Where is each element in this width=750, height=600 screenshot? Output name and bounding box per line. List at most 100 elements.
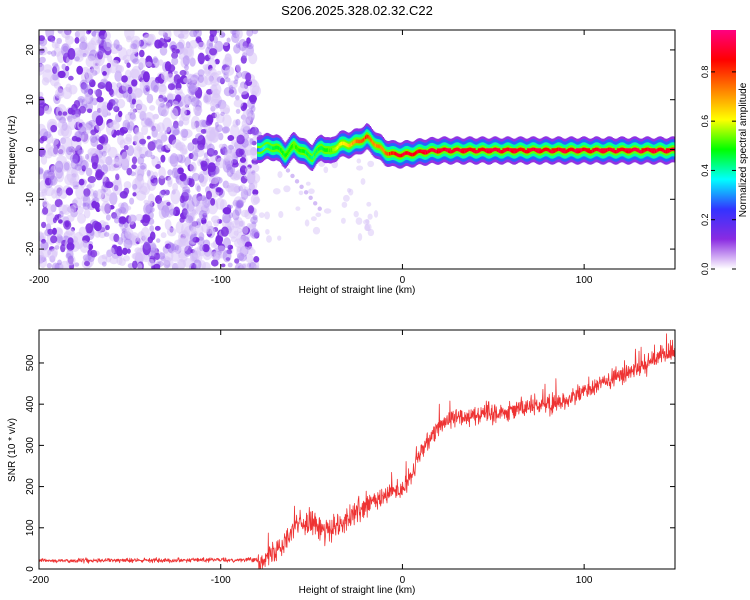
spectrogram-trace-peak (445, 148, 452, 151)
spectrogram-noise-cell (56, 228, 64, 237)
spectrogram-noise-cell (193, 30, 202, 38)
spectrogram-trace-cell (550, 149, 552, 154)
spectrogram-trace-cell (574, 149, 576, 153)
spectrogram-noise-cell (43, 131, 52, 139)
spectrogram-noise-cell (340, 217, 346, 224)
spectrogram-noise-cell (227, 80, 238, 89)
spectrogram-noise-cell (239, 165, 248, 176)
spectrogram-trace-cell (655, 149, 657, 153)
spectrogram-trace-cell (407, 151, 410, 155)
spectrogram-noise-cell (165, 243, 171, 249)
spectrogram-trace-cell (302, 149, 305, 153)
spectrogram-noise-cell (118, 206, 127, 214)
spectrogram-noise-cell (367, 160, 375, 168)
spectrogram-trace-cell (641, 149, 644, 154)
spectrogram-noise-cell (198, 209, 208, 221)
spectrogram-trace-peak (559, 148, 566, 151)
spectrogram-trace-cell (409, 152, 412, 156)
spectrogram-noise-cell (96, 144, 104, 151)
spectrogram-noise-cell (95, 88, 103, 98)
spectrogram-noise-cell (181, 48, 189, 56)
spectrogram-noise-cell (189, 161, 197, 173)
spectrogram-trace-cell (423, 151, 426, 155)
spectrogram-trace-cell (379, 145, 381, 149)
spectrogram-noise-cell (61, 30, 71, 39)
spectrogram-trace-cell (465, 149, 467, 153)
spectrogram-noise-cell (62, 111, 68, 116)
spectrogram-noise-cell (173, 120, 179, 129)
spectrogram-noise-cell (250, 127, 256, 134)
spectrogram-trace-cell (288, 148, 291, 152)
spectrogram-noise-cell (189, 30, 198, 38)
spectrogram-noise-cell (105, 188, 112, 197)
spectrogram-noise-cell (83, 208, 91, 219)
spectrogram-noise-cell (101, 150, 107, 157)
spectrogram-noise-cell (290, 173, 295, 179)
spectrogram-noise-cell (207, 197, 219, 215)
spectrogram-noise-cell (131, 98, 137, 105)
spectrogram-trace-cell (487, 149, 489, 154)
spectrogram-noise-cell (116, 248, 123, 257)
spectrogram-noise-cell (91, 30, 97, 37)
spectrogram-noise-cell (103, 38, 113, 52)
spectrogram-noise-cell (113, 233, 120, 243)
spectrogram-noise-cell (109, 256, 119, 265)
spectrogram-trace-cell (502, 149, 504, 154)
spectrogram-noise-cell (203, 74, 214, 86)
spectrogram-noise-cell (123, 238, 133, 249)
spectrogram-trace-cell (398, 153, 401, 158)
spectrogram-noise-cell (117, 237, 124, 245)
spectrogram-noise-cell (126, 248, 131, 254)
spectrogram-trace-cell (663, 149, 666, 153)
spectrogram-noise-cell (76, 65, 84, 75)
spectrogram-noise-cell (150, 154, 156, 160)
spectrogram-noise-cell (229, 166, 236, 175)
spectrogram-noise-cell (192, 97, 200, 105)
spectrogram-trace-cell (334, 147, 337, 151)
spectrogram-noise-cell (87, 176, 97, 183)
spectrogram-trace-cell (305, 150, 307, 154)
spectrogram-trace-cell (272, 146, 274, 150)
spectrogram-noise-cell (125, 133, 133, 142)
spectrogram-trace-cell (290, 145, 293, 149)
spectrogram-trace-cell (373, 142, 376, 147)
spectrogram-trace-cell (287, 149, 290, 154)
spectrogram-noise-cell (39, 91, 44, 98)
spectrogram-noise-cell (178, 54, 185, 60)
spectrogram-noise-cell (154, 39, 162, 49)
spectrogram-noise-cell (155, 195, 162, 204)
spectrogram-noise-cell (126, 93, 132, 103)
spectrogram-noise-cell (123, 221, 129, 229)
spectrogram-trace-cell (342, 141, 344, 145)
spectrogram-trace-cell (331, 148, 333, 152)
spectrogram-trace-cell (442, 147, 444, 152)
snr-x-tick-label: -100 (211, 575, 231, 586)
spectrogram-noise-cell (126, 205, 132, 211)
spectrogram-noise-cell (147, 236, 154, 244)
spectrogram-trace-peak (510, 148, 517, 151)
spectrogram-trace-cell (285, 152, 287, 157)
spectrogram-noise-cell (179, 69, 187, 76)
spectrogram-noise-cell (223, 41, 229, 47)
spectrogram-noise-cell (53, 160, 65, 178)
spectrogram-trace-cell (498, 149, 500, 153)
spectrogram-noise-cell (57, 110, 63, 116)
spectrogram-trace-cell (421, 150, 424, 154)
spectrogram-noise-cell (127, 86, 133, 95)
spectrogram-noise-cell (224, 66, 235, 76)
spectrogram-noise-cell (164, 130, 169, 135)
colorbar-tick-label: 0.2 (700, 213, 710, 226)
spectrogram-noise-cell (101, 174, 107, 182)
spectrogram-trace-cell (339, 142, 342, 146)
spectrogram-noise-cell (122, 89, 129, 99)
spectrogram-noise-cell (256, 131, 262, 137)
spectrogram-noise-cell (156, 238, 161, 243)
spectrogram-trace-peak (649, 148, 656, 151)
spectrogram-noise-cell (173, 70, 178, 75)
spectrogram-noise-cell (250, 228, 259, 239)
spectrogram-noise-cell (109, 192, 118, 206)
spectrogram-noise-cell (298, 190, 304, 196)
spectrogram-noise-cell (201, 202, 209, 212)
spectrogram-noise-cell (123, 181, 132, 190)
spectrogram-noise-cell (118, 110, 123, 118)
